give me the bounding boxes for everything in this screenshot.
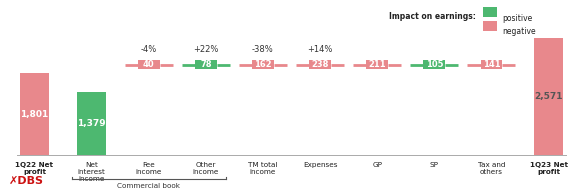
Bar <box>195 60 217 69</box>
Bar <box>366 60 388 69</box>
Bar <box>20 73 48 155</box>
Bar <box>423 60 445 69</box>
Text: 2,571: 2,571 <box>535 92 563 101</box>
Bar <box>309 60 331 69</box>
Text: 162: 162 <box>254 60 272 69</box>
Bar <box>138 60 160 69</box>
Bar <box>252 60 274 69</box>
Bar <box>534 38 563 155</box>
Text: ✗DBS: ✗DBS <box>9 175 44 185</box>
Text: Tax and
others: Tax and others <box>477 162 505 175</box>
Text: -38%: -38% <box>252 45 274 54</box>
Text: 1,801: 1,801 <box>20 110 48 119</box>
Bar <box>483 21 497 31</box>
Text: +14%: +14% <box>307 45 333 54</box>
Text: -4%: -4% <box>141 45 157 54</box>
Text: Other
income: Other income <box>192 162 219 175</box>
Text: +22%: +22% <box>193 45 219 54</box>
Text: 1,379: 1,379 <box>77 119 106 128</box>
Text: 238: 238 <box>311 60 329 69</box>
Text: negative: negative <box>502 27 535 36</box>
Text: 141: 141 <box>483 60 500 69</box>
Text: 1Q23 Net
profit: 1Q23 Net profit <box>529 162 568 175</box>
Text: 211: 211 <box>368 60 386 69</box>
Text: TM total
income: TM total income <box>248 162 278 175</box>
Text: Fee
income: Fee income <box>135 162 162 175</box>
Text: 1Q22 Net
profit: 1Q22 Net profit <box>15 162 54 175</box>
Text: Expenses: Expenses <box>303 162 338 168</box>
Text: 40: 40 <box>143 60 154 69</box>
Text: positive: positive <box>502 14 532 22</box>
Bar <box>483 7 497 17</box>
Text: 105: 105 <box>426 60 443 69</box>
Text: SP: SP <box>430 162 439 168</box>
Text: Impact on earnings:: Impact on earnings: <box>389 12 476 21</box>
Text: GP: GP <box>372 162 382 168</box>
Bar <box>77 92 106 155</box>
Text: 78: 78 <box>200 60 212 69</box>
Text: Net
interest
income: Net interest income <box>78 162 106 182</box>
Text: Commercial book: Commercial book <box>117 184 180 189</box>
Bar <box>480 60 503 69</box>
